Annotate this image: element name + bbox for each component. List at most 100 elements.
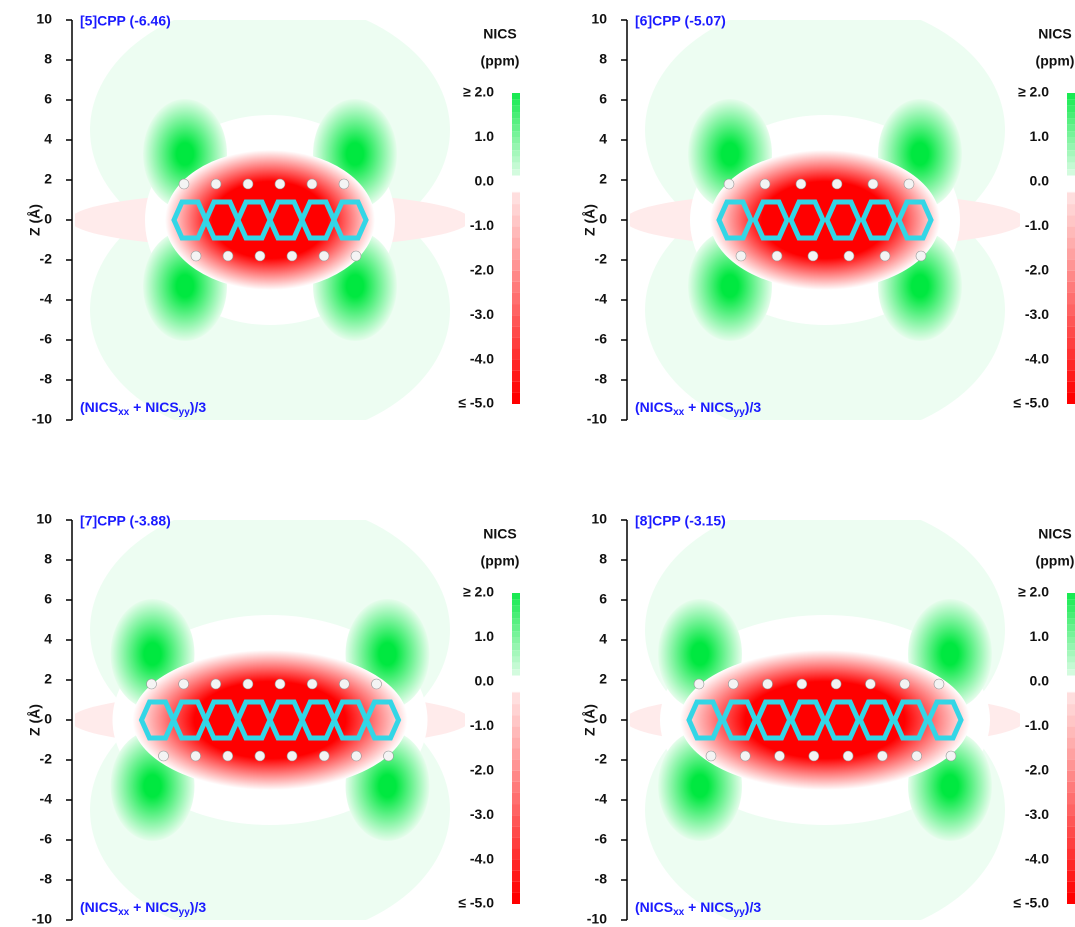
y-tick-label: 8 (599, 51, 607, 67)
molecule-atom (865, 679, 875, 689)
colorbar-tick-label: -1.0 (470, 217, 494, 233)
colorbar-band (512, 593, 520, 599)
molecule-atom (179, 679, 189, 689)
panel: 1086420-2-4-6-8-10Z (Å)[8]CPP (-3.15)(NI… (582, 500, 1075, 927)
colorbar-band (1067, 656, 1075, 662)
colorbar-band (512, 715, 520, 726)
colorbar-band (1067, 150, 1075, 156)
colorbar-band (512, 371, 520, 382)
y-tick-label: 8 (599, 551, 607, 567)
colorbar-tick-label: -2.0 (1025, 761, 1049, 777)
y-tick-label: 2 (44, 671, 52, 687)
colorbar-title: NICS (1038, 526, 1071, 542)
y-tick-label: 10 (36, 511, 52, 527)
y-tick-label: -6 (595, 331, 608, 347)
molecule-atom (147, 679, 157, 689)
colorbar-band (512, 337, 520, 348)
colorbar-band (512, 215, 520, 226)
colorbar-band (512, 871, 520, 882)
colorbar-tick-label: 1.0 (475, 628, 495, 644)
colorbar-band (512, 599, 520, 605)
annotation-part: xx (673, 407, 685, 418)
molecule-atom (880, 251, 890, 261)
y-tick-label: 2 (599, 171, 607, 187)
y-tick-label: 6 (599, 591, 607, 607)
molecule-atom (319, 751, 329, 761)
colorbar-tick-label: -4.0 (470, 850, 494, 866)
molecule-atom (736, 251, 746, 261)
colorbar-band (512, 704, 520, 715)
molecule-atom (796, 179, 806, 189)
colorbar-band (1067, 125, 1075, 131)
y-axis-label: Z (Å) (582, 704, 598, 736)
colorbar-band (512, 382, 520, 393)
panel-title: [8]CPP (-3.15) (635, 513, 726, 529)
colorbar-tick-label: -2.0 (470, 761, 494, 777)
molecule-atom (831, 679, 841, 689)
molecule-atom (728, 679, 738, 689)
y-tick-label: 8 (44, 551, 52, 567)
molecule-atom (351, 251, 361, 261)
colorbar-tick-label: ≥ 2.0 (1018, 84, 1049, 100)
colorbar-band (512, 226, 520, 237)
y-tick-label: 6 (599, 91, 607, 107)
colorbar-tick-label: -1.0 (470, 717, 494, 733)
colorbar-title: NICS (1038, 26, 1071, 42)
colorbar-band (512, 99, 520, 105)
colorbar-band (1067, 304, 1075, 315)
colorbar-band (1067, 650, 1075, 656)
annotation-part: (NICS (635, 399, 673, 415)
molecule-atom (384, 751, 394, 761)
colorbar-band (1067, 93, 1075, 99)
colorbar-band (1067, 760, 1075, 771)
colorbar-band (1067, 593, 1075, 599)
colorbar-band (1067, 612, 1075, 618)
colorbar-band (1067, 131, 1075, 137)
colorbar-title: NICS (483, 26, 516, 42)
colorbar-band (1067, 793, 1075, 804)
y-tick-label: -8 (40, 371, 53, 387)
colorbar-band (512, 656, 520, 662)
colorbar-tick-label: 0.0 (475, 673, 495, 689)
colorbar-band (1067, 618, 1075, 624)
y-tick-label: -10 (587, 411, 607, 427)
molecule-atom (211, 179, 221, 189)
annotation-part: yy (734, 407, 746, 418)
colorbar-band (1067, 112, 1075, 118)
panel-title: [6]CPP (-5.07) (635, 13, 726, 29)
colorbar-band (1067, 749, 1075, 760)
colorbar-band (512, 860, 520, 871)
colorbar-tick-label: 1.0 (1030, 128, 1050, 144)
y-tick-label: -10 (32, 911, 52, 927)
molecule-atom (179, 179, 189, 189)
colorbar-band (512, 282, 520, 293)
molecule-atom (307, 679, 317, 689)
colorbar-band (1067, 163, 1075, 169)
molecule-atom (912, 751, 922, 761)
annotation-part: )/3 (745, 899, 762, 915)
colorbar-band (512, 882, 520, 893)
colorbar-band (512, 760, 520, 771)
colorbar-tick-label: ≥ 2.0 (463, 584, 494, 600)
colorbar-band (512, 118, 520, 124)
y-tick-label: -4 (595, 791, 608, 807)
colorbar-band (1067, 371, 1075, 382)
y-tick-label: 4 (44, 131, 52, 147)
molecule-atom (772, 251, 782, 261)
colorbar-band (512, 893, 520, 904)
colorbar-band (1067, 782, 1075, 793)
molecule-atom (694, 679, 704, 689)
y-tick-label: 10 (36, 11, 52, 27)
colorbar-band (1067, 826, 1075, 837)
molecule-atom (275, 179, 285, 189)
colorbar-tick-label: 0.0 (1030, 173, 1050, 189)
colorbar-title: (ppm) (1036, 553, 1075, 569)
colorbar-band (1067, 663, 1075, 669)
colorbar-band (1067, 326, 1075, 337)
molecule-atom (307, 179, 317, 189)
colorbar-band (1067, 118, 1075, 124)
y-tick-label: -2 (595, 751, 608, 767)
colorbar-band (1067, 771, 1075, 782)
colorbar-band (512, 169, 520, 175)
colorbar-band (1067, 692, 1075, 693)
